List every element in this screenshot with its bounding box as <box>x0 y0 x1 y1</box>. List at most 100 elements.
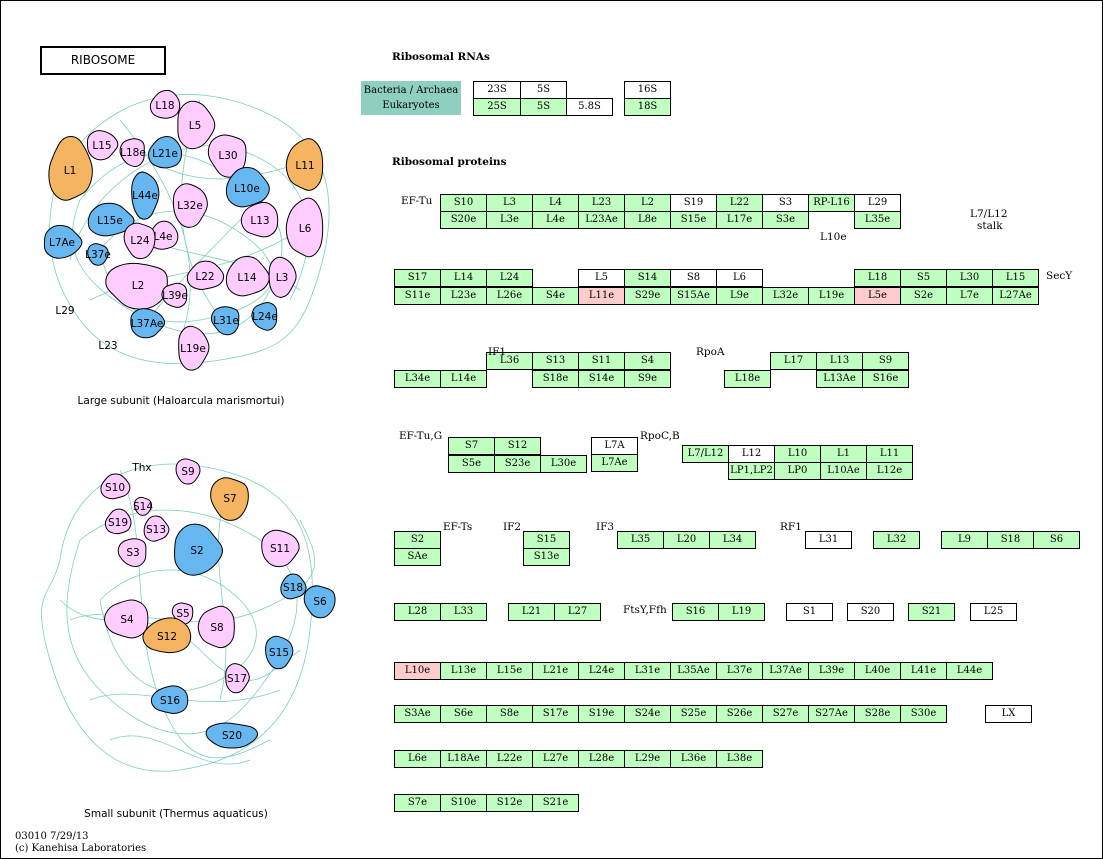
protein-shape-l44e[interactable] <box>131 171 160 220</box>
protein-shape-l18e[interactable] <box>119 138 145 167</box>
gene-box-s9e[interactable]: S9e <box>624 370 671 388</box>
gene-box-l19[interactable]: L19 <box>718 603 765 621</box>
gene-box-l29e[interactable]: L29e <box>624 750 671 768</box>
protein-shape-s3[interactable] <box>117 538 147 567</box>
gene-box-l24[interactable]: L24 <box>486 269 533 287</box>
protein-shape-l6[interactable] <box>285 197 324 258</box>
gene-box-s9[interactable]: S9 <box>862 352 909 370</box>
gene-box-l34[interactable]: L34 <box>709 531 756 549</box>
gene-box-l11e[interactable]: L11e <box>578 287 625 305</box>
protein-shape-s12[interactable] <box>142 617 192 654</box>
rna-5s[interactable]: 5S <box>520 81 567 99</box>
protein-shape-s4[interactable] <box>104 599 149 639</box>
gene-box-s6[interactable]: S6 <box>1033 531 1080 549</box>
protein-shape-s18[interactable] <box>280 573 307 600</box>
gene-box-l19e[interactable]: L19e <box>808 287 855 305</box>
gene-box-l13ae[interactable]: L13Ae <box>816 370 863 388</box>
protein-shape-l24e[interactable] <box>251 302 278 331</box>
gene-box-l9[interactable]: L9 <box>941 531 988 549</box>
gene-box-l7e[interactable]: L7e <box>946 287 993 305</box>
gene-box-s19e[interactable]: S19e <box>578 705 625 723</box>
gene-box-s11e[interactable]: S11e <box>394 287 441 305</box>
gene-box-l44e[interactable]: L44e <box>946 662 993 680</box>
gene-box-s26e[interactable]: S26e <box>716 705 763 723</box>
gene-box-l28[interactable]: L28 <box>394 603 441 621</box>
gene-box-l4e[interactable]: L4e <box>532 211 579 229</box>
gene-box-l39e[interactable]: L39e <box>808 662 855 680</box>
gene-box-l37e[interactable]: L37e <box>716 662 763 680</box>
gene-box-l18e[interactable]: L18e <box>724 370 771 388</box>
protein-shape-s14[interactable] <box>133 496 153 516</box>
protein-shape-s20[interactable] <box>205 722 259 749</box>
gene-box-s8e[interactable]: S8e <box>486 705 533 723</box>
gene-box-s10[interactable]: S10 <box>440 194 487 212</box>
gene-box-l36e[interactable]: L36e <box>670 750 717 768</box>
rna-5s-euk[interactable]: 5S <box>520 98 567 116</box>
gene-box-l40e[interactable]: L40e <box>854 662 901 680</box>
protein-shape-l15[interactable] <box>86 130 119 161</box>
gene-box-s1[interactable]: S1 <box>786 603 833 621</box>
gene-box-l6[interactable]: L6 <box>716 269 763 287</box>
gene-box-l1[interactable]: L1 <box>820 445 867 463</box>
gene-box-l12e[interactable]: L12e <box>866 462 913 480</box>
gene-box-l32e[interactable]: L32e <box>762 287 809 305</box>
gene-box-lp0[interactable]: LP0 <box>774 462 821 480</box>
gene-box-l21[interactable]: L21 <box>508 603 555 621</box>
gene-box-l23e[interactable]: L23e <box>440 287 487 305</box>
rna-16s[interactable]: 16S <box>624 81 671 99</box>
gene-box-s27e[interactable]: S27e <box>762 705 809 723</box>
gene-box-s14[interactable]: S14 <box>624 269 671 287</box>
gene-box-l20[interactable]: L20 <box>663 531 710 549</box>
gene-box-l22e[interactable]: L22e <box>486 750 533 768</box>
protein-shape-l11[interactable] <box>285 138 324 191</box>
gene-box-s24e[interactable]: S24e <box>624 705 671 723</box>
protein-shape-s2[interactable] <box>174 523 223 576</box>
rna-18s[interactable]: 18S <box>624 98 671 116</box>
gene-box-l4[interactable]: L4 <box>532 194 579 212</box>
gene-box-l27e[interactable]: L27e <box>532 750 579 768</box>
gene-box-s12[interactable]: S12 <box>494 437 541 455</box>
gene-box-l31[interactable]: L31 <box>805 531 852 549</box>
gene-box-l38e[interactable]: L38e <box>716 750 763 768</box>
gene-box-l3e[interactable]: L3e <box>486 211 533 229</box>
gene-box-l10[interactable]: L10 <box>774 445 821 463</box>
gene-box-s5[interactable]: S5 <box>900 269 947 287</box>
gene-box-l8e[interactable]: L8e <box>624 211 671 229</box>
gene-box-l35ae[interactable]: L35Ae <box>670 662 717 680</box>
protein-shape-s19[interactable] <box>104 508 132 535</box>
gene-box-s11[interactable]: S11 <box>578 352 625 370</box>
gene-box-l7ae[interactable]: L7Ae <box>591 454 638 472</box>
gene-box-l7a[interactable]: L7A <box>591 437 638 455</box>
gene-box-s6e[interactable]: S6e <box>440 705 487 723</box>
gene-box-l33[interactable]: L33 <box>440 603 487 621</box>
gene-box-l24e[interactable]: L24e <box>578 662 625 680</box>
gene-box-l28e[interactable]: L28e <box>578 750 625 768</box>
gene-box-l15[interactable]: L15 <box>992 269 1039 287</box>
gene-box-s23e[interactable]: S23e <box>494 455 541 473</box>
protein-shape-l15e[interactable] <box>87 202 135 237</box>
gene-box-s30e[interactable]: S30e <box>900 705 947 723</box>
gene-box-l27[interactable]: L27 <box>554 603 601 621</box>
gene-box-l12[interactable]: L12 <box>728 445 775 463</box>
protein-shape-l22[interactable] <box>186 260 225 290</box>
gene-box-l7-l12[interactable]: L7/L12 <box>682 445 729 463</box>
gene-box-s5e[interactable]: S5e <box>448 455 495 473</box>
gene-box-l11[interactable]: L11 <box>866 445 913 463</box>
gene-box-s16e[interactable]: S16e <box>862 370 909 388</box>
gene-box-s8[interactable]: S8 <box>670 269 717 287</box>
rna-23s[interactable]: 23S <box>473 81 521 99</box>
gene-box-s21[interactable]: S21 <box>908 603 955 621</box>
rna-25s[interactable]: 25S <box>473 98 521 116</box>
gene-box-sae[interactable]: SAe <box>394 548 441 566</box>
gene-box-s4[interactable]: S4 <box>624 352 671 370</box>
gene-box-l37ae[interactable]: L37Ae <box>762 662 809 680</box>
gene-box-l14e[interactable]: L14e <box>440 370 487 388</box>
protein-shape-l37ae[interactable] <box>130 308 166 339</box>
gene-box-s10e[interactable]: S10e <box>440 794 487 812</box>
rna-5-8s[interactable]: 5.8S <box>566 98 613 116</box>
gene-box-l18[interactable]: L18 <box>854 269 901 287</box>
gene-box-l9e[interactable]: L9e <box>716 287 763 305</box>
gene-box-s19[interactable]: S19 <box>670 194 717 212</box>
gene-box-s3ae[interactable]: S3Ae <box>394 705 441 723</box>
gene-box-l18ae[interactable]: L18Ae <box>440 750 487 768</box>
